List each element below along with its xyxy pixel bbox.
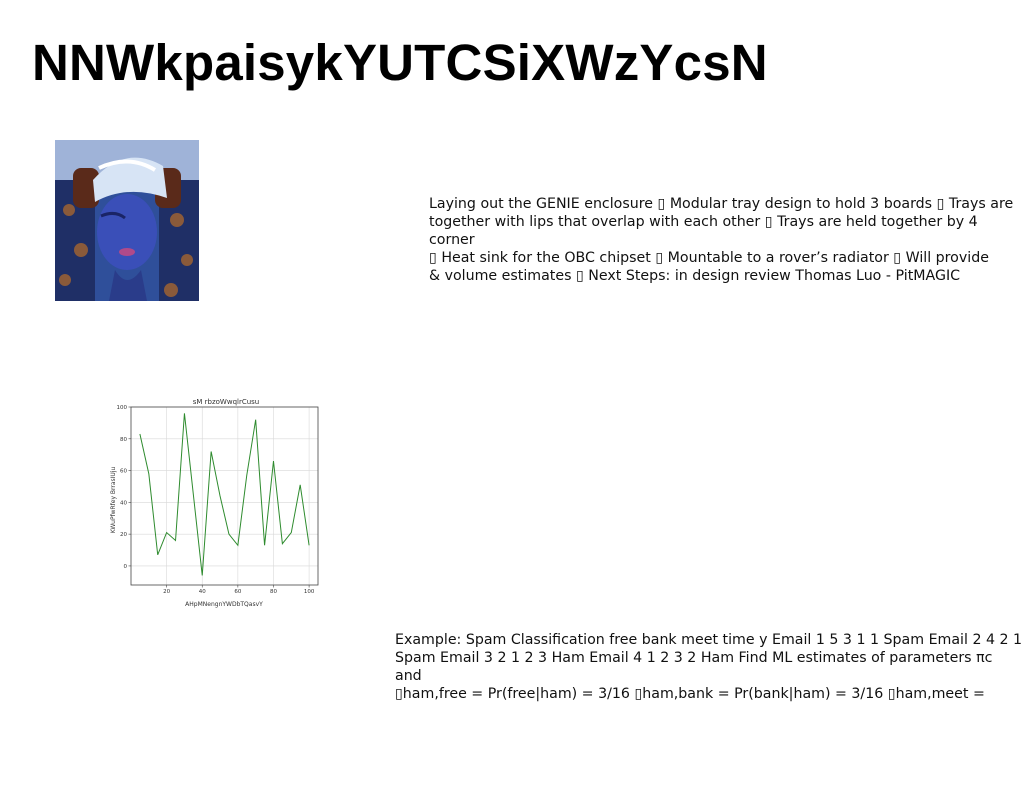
chart-grid — [131, 406, 318, 585]
chart-title: sM rbzoWwqlrCusu — [193, 398, 260, 406]
y-tick-label: 60 — [120, 469, 127, 475]
y-tick-label: 20 — [120, 532, 127, 538]
chart-axes — [130, 406, 319, 586]
y-tick-label: 80 — [120, 437, 127, 443]
y-tick-label: 100 — [117, 405, 128, 411]
x-tick-label: 100 — [304, 589, 315, 595]
spam-example-text: Example: Spam Classification free bank m… — [395, 632, 1023, 702]
chart-y-axis-label: KWuPfwRfey BrrasIUju — [110, 467, 117, 534]
line-chart: sM rbzoWwqlrCusu 20 40 60 80 100 0 20 40 60 80 100… — [110, 398, 319, 608]
plot-frame — [130, 406, 319, 586]
photo-illustration — [55, 140, 199, 301]
slide-notes-text: Laying out the GENIE enclosure ▯ Modular… — [429, 196, 1014, 284]
chart-ticks: 20 40 60 80 100 0 20 40 60 80 100 — [117, 405, 315, 595]
chart-series-line — [139, 413, 310, 576]
y-tick-label: 0 — [124, 564, 128, 570]
x-tick-label: 60 — [234, 589, 241, 595]
person-photo — [55, 140, 199, 301]
chart-x-axis-label: AHpMNengnYWDbTQasvY — [185, 601, 263, 608]
x-tick-label: 20 — [163, 589, 170, 595]
y-tick-label: 40 — [120, 500, 127, 506]
page-title: NNWkpaisykYUTCSiXWzYcsN — [32, 34, 768, 91]
x-tick-label: 40 — [199, 589, 206, 595]
x-tick-label: 80 — [270, 589, 277, 595]
